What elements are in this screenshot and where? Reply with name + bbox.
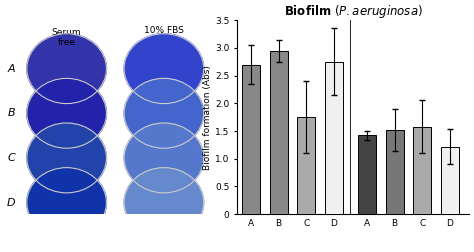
Bar (297, 117, 315, 214)
Text: D: D (7, 198, 16, 208)
Circle shape (27, 123, 107, 193)
Circle shape (124, 34, 204, 104)
Bar (413, 127, 431, 214)
Bar (270, 51, 288, 214)
Y-axis label: Biofilm formation (Abs): Biofilm formation (Abs) (203, 65, 212, 170)
Circle shape (27, 34, 107, 104)
Circle shape (27, 78, 107, 148)
Bar (242, 65, 260, 214)
Text: C: C (8, 153, 15, 163)
Circle shape (124, 78, 204, 148)
Bar (358, 136, 376, 214)
Title: $\bf{Biofilm}$ $\it{(P.aeruginosa)}$: $\bf{Biofilm}$ $\it{(P.aeruginosa)}$ (284, 3, 423, 20)
Bar (325, 62, 343, 214)
Bar (441, 147, 459, 214)
Circle shape (124, 123, 204, 193)
Text: Serum
free: Serum free (52, 28, 82, 47)
Bar (386, 130, 404, 214)
Text: A: A (8, 64, 15, 74)
Text: B: B (8, 108, 15, 118)
Circle shape (124, 168, 204, 237)
Text: 10% FBS: 10% FBS (144, 26, 184, 35)
Circle shape (27, 168, 107, 237)
